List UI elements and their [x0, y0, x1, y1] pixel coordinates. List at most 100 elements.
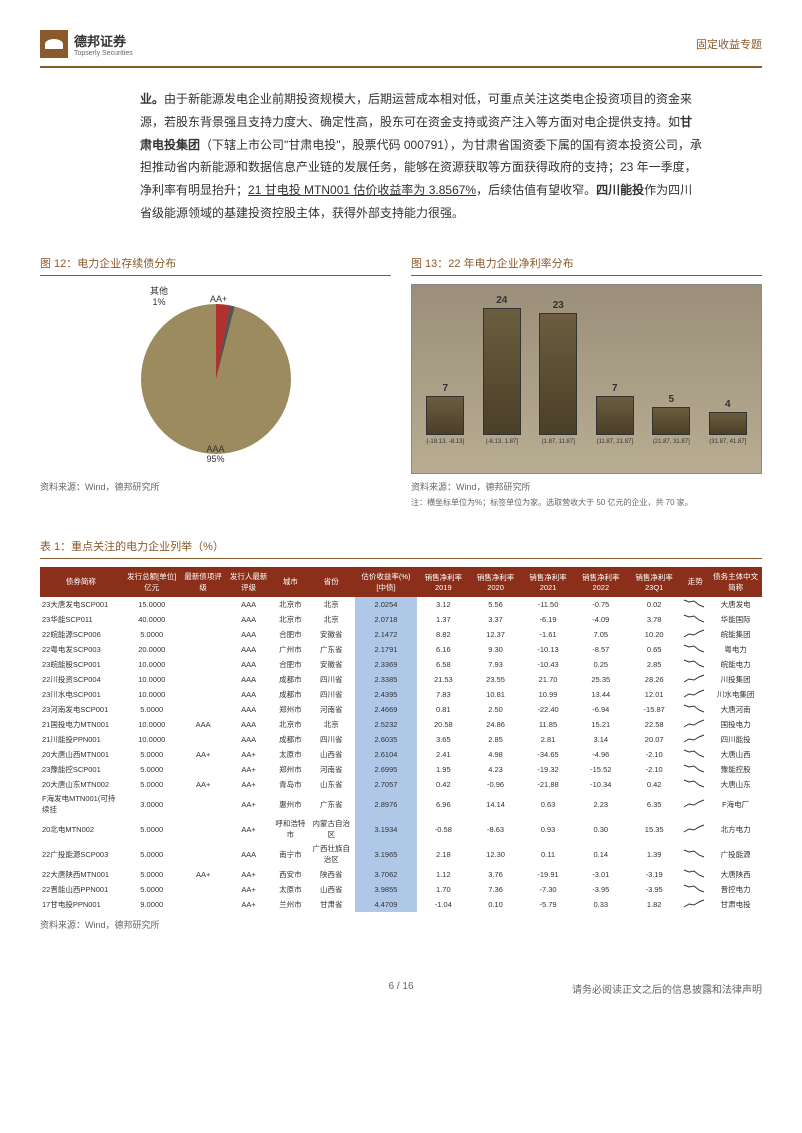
table-cell	[182, 612, 225, 627]
table-cell: 2.1472	[355, 627, 418, 642]
table-cell	[182, 762, 225, 777]
table-cell: 9.30	[469, 642, 521, 657]
table-cell: 3.14	[574, 732, 627, 747]
table-cell: 西安市	[273, 867, 308, 882]
table-cell: 25.35	[574, 672, 627, 687]
table-cell: 2.3369	[355, 657, 418, 672]
table-cell: -4.96	[574, 747, 627, 762]
table-cell: 川投集团	[709, 672, 762, 687]
table-cell: AA+	[224, 762, 272, 777]
table-cell: AA+	[224, 882, 272, 897]
table-cell: 四川省	[308, 687, 355, 702]
table-cell: 2.81	[522, 732, 575, 747]
bar-xlabel: (1.87, 11.87]	[530, 439, 587, 445]
table-cell: 青岛市	[273, 777, 308, 792]
table-cell: 20.07	[627, 732, 681, 747]
table-cell	[681, 642, 709, 657]
table-cell: 北京市	[273, 717, 308, 732]
table-cell: 8.82	[417, 627, 469, 642]
table-row: 21川能投PPN00110.0000AAA成都市四川省2.60353.652.8…	[40, 732, 762, 747]
table-cell: -15.87	[627, 702, 681, 717]
table-cell: 7.93	[469, 657, 521, 672]
table-cell: 40.0000	[122, 612, 182, 627]
table-cell	[681, 882, 709, 897]
table-cell: -8.63	[469, 817, 521, 842]
table-cell: AAA	[224, 702, 272, 717]
table-cell: 10.0000	[122, 717, 182, 732]
table-cell: 安徽省	[308, 627, 355, 642]
table-cell	[681, 842, 709, 867]
table-cell: 4.4709	[355, 897, 418, 912]
table-cell: AAA	[224, 642, 272, 657]
table-cell: 3.65	[417, 732, 469, 747]
table-cell: 5.0000	[122, 747, 182, 762]
table-cell: 23川水电SCP001	[40, 687, 122, 702]
table-header: 销售净利率 2021	[522, 567, 575, 597]
table-cell: 成都市	[273, 687, 308, 702]
table-cell: 粤电力	[709, 642, 762, 657]
table-cell: 3.76	[469, 867, 521, 882]
table-cell: 14.14	[469, 792, 521, 817]
table-cell: AAA	[224, 842, 272, 867]
table-cell: 0.63	[522, 792, 575, 817]
table-row: 20北电MTN0025.0000AA+呼和浩特市内蒙古自治区3.1934-0.5…	[40, 817, 762, 842]
table-cell: 22皖能源SCP006	[40, 627, 122, 642]
table-cell: 3.78	[627, 612, 681, 627]
table-cell	[182, 882, 225, 897]
doc-type: 固定收益专题	[696, 36, 762, 52]
table-header: 债务主体中文简称	[709, 567, 762, 597]
table-cell: -6.94	[574, 702, 627, 717]
table-cell: 2.4669	[355, 702, 418, 717]
table-cell	[182, 897, 225, 912]
table-row: 22皖能源SCP0065.0000AAA合肥市安徽省2.14728.8212.3…	[40, 627, 762, 642]
table-cell: 7.36	[469, 882, 521, 897]
table-cell: 郑州市	[273, 762, 308, 777]
table-cell: 1.82	[627, 897, 681, 912]
table-cell: 10.0000	[122, 687, 182, 702]
chart-12-title: 图 12：电力企业存续债分布	[40, 255, 391, 276]
table-cell: 安徽省	[308, 657, 355, 672]
table-cell: 7.83	[417, 687, 469, 702]
table-cell: 6.35	[627, 792, 681, 817]
table-cell: 22粤电发SCP003	[40, 642, 122, 657]
table-cell: 广东省	[308, 642, 355, 657]
table-cell: 0.11	[522, 842, 575, 867]
table-cell: 3.0000	[122, 792, 182, 817]
table-cell: 1.70	[417, 882, 469, 897]
table-cell: 0.81	[417, 702, 469, 717]
table-cell: 皖能集团	[709, 627, 762, 642]
table-cell: -10.13	[522, 642, 575, 657]
table-row: 17甘电投PPN0019.0000AA+兰州市甘肃省4.4709-1.040.1…	[40, 897, 762, 912]
table-cell: 华能国际	[709, 612, 762, 627]
pie-chart: 其他1% AA+3% AAA95%	[40, 284, 391, 474]
table-cell: 1.12	[417, 867, 469, 882]
table-cell: -3.95	[574, 882, 627, 897]
table-cell: 0.42	[417, 777, 469, 792]
table-cell: 2.6995	[355, 762, 418, 777]
table-cell: 成都市	[273, 672, 308, 687]
table-cell: AAA	[224, 657, 272, 672]
table-cell: -15.52	[574, 762, 627, 777]
bar-xlabel: (-18.13, -8.13]	[417, 439, 474, 445]
table-cell: 17甘电投PPN001	[40, 897, 122, 912]
table-cell: 0.10	[469, 897, 521, 912]
table-cell: 山西省	[308, 747, 355, 762]
table-cell: 4.98	[469, 747, 521, 762]
table-cell	[182, 627, 225, 642]
table-cell	[182, 702, 225, 717]
table-cell: 5.0000	[122, 627, 182, 642]
table-cell: 20.0000	[122, 642, 182, 657]
table-cell: 0.93	[522, 817, 575, 842]
table-cell: 0.33	[574, 897, 627, 912]
table-cell: 甘肃电投	[709, 897, 762, 912]
table-cell: 四川省	[308, 732, 355, 747]
table-cell: -3.95	[627, 882, 681, 897]
bar: 23	[539, 313, 577, 435]
table-cell: 川水电集团	[709, 687, 762, 702]
bar-value: 7	[612, 383, 618, 394]
page-footer: 6 / 16 请务必阅读正文之后的信息披露和法律声明	[40, 971, 762, 996]
table-cell: AA+	[182, 747, 225, 762]
bar: 4	[709, 412, 747, 435]
table-cell: -0.58	[417, 817, 469, 842]
table-cell: -19.91	[522, 867, 575, 882]
